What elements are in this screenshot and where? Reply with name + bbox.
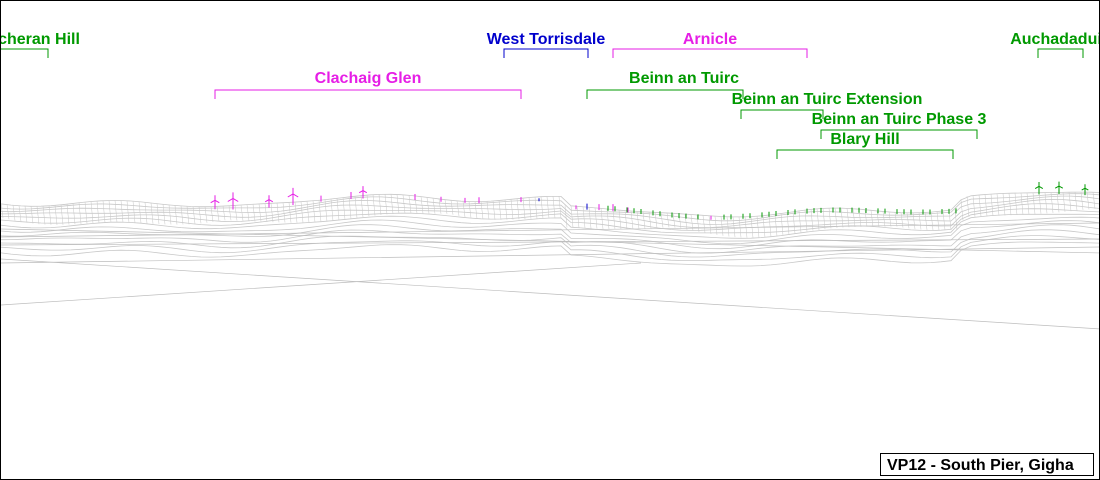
viewpoint-label: VP12 - South Pier, Gigha bbox=[880, 453, 1094, 476]
bracket-ucheran-hill bbox=[1, 48, 49, 58]
terrain-mesh bbox=[1, 191, 1099, 330]
turbine-marker bbox=[264, 195, 274, 208]
bracket-west-torrisdale bbox=[503, 48, 589, 58]
turbine-marker bbox=[227, 192, 239, 210]
turbine-marker bbox=[1034, 182, 1044, 195]
bracket-beinn-an-tuirc bbox=[586, 89, 744, 99]
turbine-marker bbox=[210, 195, 220, 210]
turbine-marker bbox=[1054, 181, 1064, 195]
bracket-beinn-an-tuirc-phase-3 bbox=[820, 129, 978, 139]
farm-label-west-torrisdale: West Torrisdale bbox=[486, 31, 606, 48]
farm-label-ucheran-hill: cheran Hill bbox=[0, 31, 80, 48]
farm-label-auchadaduie: Auchadadui bbox=[1010, 31, 1100, 48]
farm-label-clachaig-glen: Clachaig Glen bbox=[314, 70, 422, 87]
turbine-marker bbox=[287, 187, 299, 205]
bracket-arnicle bbox=[612, 48, 808, 58]
farm-brackets bbox=[1, 48, 1084, 159]
turbine-markers bbox=[210, 181, 1089, 220]
bracket-clachaig-glen bbox=[214, 89, 522, 99]
farm-label-blary-hill: Blary Hill bbox=[830, 131, 900, 148]
bracket-blary-hill bbox=[776, 149, 954, 159]
turbine-marker bbox=[358, 186, 368, 199]
turbine-marker bbox=[1081, 184, 1089, 196]
bracket-beinn-an-tuirc-extension bbox=[740, 109, 824, 119]
farm-label-beinn-an-tuirc-phase-3: Beinn an Tuirc Phase 3 bbox=[811, 111, 987, 128]
farm-label-arnicle: Arnicle bbox=[682, 31, 738, 48]
farm-label-beinn-an-tuirc: Beinn an Tuirc bbox=[629, 70, 739, 87]
farm-label-beinn-an-tuirc-extension: Beinn an Tuirc Extension bbox=[731, 91, 923, 108]
bracket-auchadaduie bbox=[1037, 48, 1084, 58]
